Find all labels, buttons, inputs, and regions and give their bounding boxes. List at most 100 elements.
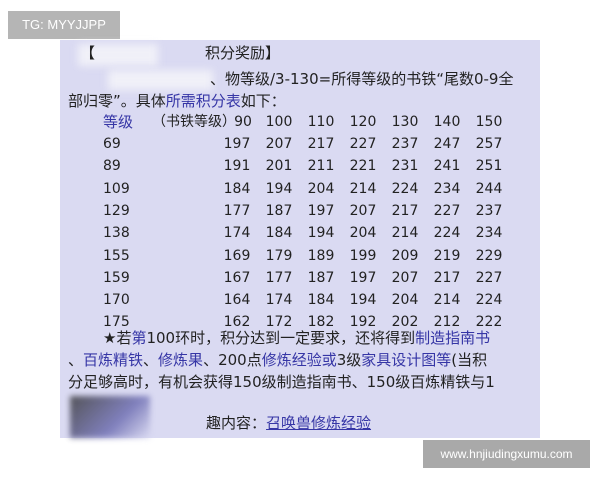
table-cell: 207 <box>265 136 293 152</box>
table-cell: 234 <box>475 225 503 242</box>
text: 部归零”。具体 <box>68 92 166 110</box>
table-cell: 192 <box>349 314 377 331</box>
keyword-link[interactable]: 第 <box>131 329 147 347</box>
table-cell: 174 <box>223 225 251 242</box>
text-line: 部归零”。具体所需积分表如下： <box>68 92 286 110</box>
table-cell: 221 <box>349 158 377 175</box>
related-line: 趣内容：召唤兽修炼经验 <box>206 414 371 432</box>
text: 100环时，积分达到一定要求，还将得到 <box>146 329 416 347</box>
table-cell: 184 <box>223 180 251 197</box>
table-cell: 231 <box>391 158 419 175</box>
table-cell: 197 <box>349 269 377 286</box>
table-cell: 237 <box>391 136 419 152</box>
table-cell: 187 <box>307 269 335 286</box>
guide-image: 【 积分奖励】 、物等级/3-130=所得等级的书铁“尾数0-9全 部归零”。具… <box>60 40 540 438</box>
table-cell: 244 <box>475 180 503 197</box>
table-cell: 172 <box>265 314 293 331</box>
table-cell: 227 <box>475 269 503 286</box>
table-column-header: 130 <box>391 114 419 130</box>
table-cell: 199 <box>349 247 377 264</box>
table-cell: 204 <box>349 225 377 242</box>
note-line: ★若第100环时，积分达到一定要求，还将得到制造指南书 <box>103 329 490 347</box>
table-cell: 214 <box>433 292 461 309</box>
table-cell: 177 <box>265 269 293 286</box>
keyword-link[interactable]: 修炼果 <box>158 351 204 369</box>
table-column-header: 120 <box>349 114 377 130</box>
table-column-header: 110 <box>307 114 335 130</box>
table-cell: 174 <box>265 292 293 309</box>
table-cell: 184 <box>265 225 293 242</box>
table-cell: 197 <box>223 136 251 152</box>
table-column-header: 140 <box>433 114 461 130</box>
table-cell: 229 <box>475 247 503 264</box>
table-cell: 191 <box>223 158 251 175</box>
table-column-header: 100 <box>265 114 293 130</box>
table-cell: 177 <box>223 202 251 219</box>
text: 、 <box>68 351 84 369</box>
table-cell: 247 <box>433 136 461 152</box>
table-cell: 222 <box>475 314 503 331</box>
keyword-link[interactable]: 百炼精铁 <box>83 351 144 369</box>
related-label: 趣内容： <box>206 414 267 432</box>
table-cell: 204 <box>307 180 335 197</box>
table-cell: 184 <box>307 292 335 309</box>
table-cell: 234 <box>433 180 461 197</box>
text-line: 、物等级/3-130=所得等级的书铁“尾数0-9全 <box>210 70 514 88</box>
table-cell: 207 <box>391 269 419 286</box>
blurred-region <box>78 44 158 66</box>
table-row-level: 155 <box>103 247 130 264</box>
table-cell: 187 <box>265 202 293 219</box>
table-row-level: 159 <box>103 269 130 286</box>
table-cell: 169 <box>223 247 251 264</box>
related-link[interactable]: 召唤兽修炼经验 <box>266 414 372 432</box>
table-row-level: 109 <box>103 180 130 197</box>
note-line: 分足够高时，有机会获得150级制造指南书、150级百炼精铁与1 <box>68 373 495 391</box>
table-cell: 224 <box>433 225 461 242</box>
text: 、200点 <box>203 351 262 369</box>
table-cell: 164 <box>223 292 251 309</box>
table-row-level: 170 <box>103 292 130 309</box>
table-cell: 217 <box>433 269 461 286</box>
table-cell: 201 <box>265 158 293 175</box>
keyword-link[interactable]: 家具设计图等 <box>361 351 452 369</box>
keyword-link[interactable]: 制造指南书 <box>415 329 491 347</box>
table-cell: 224 <box>475 292 503 309</box>
table-cell: 212 <box>433 314 461 331</box>
note-line: 、百炼精铁、修炼果、200点修炼经验或3级家具设计图等(当积 <box>68 351 487 369</box>
table-row-level: 175 <box>103 314 130 331</box>
table-cell: 167 <box>223 269 251 286</box>
table-cell: 204 <box>391 292 419 309</box>
text: (当积 <box>451 351 488 369</box>
section-title: 积分奖励】 <box>205 44 281 62</box>
table-cell: 219 <box>433 247 461 264</box>
table-cell: 227 <box>433 202 461 219</box>
table-header-sub: （书铁等级） <box>152 114 236 130</box>
table-row-level: 129 <box>103 202 130 219</box>
table-column-header: 150 <box>475 114 503 130</box>
table-cell: 197 <box>307 202 335 219</box>
table-header-level: 等级 <box>103 113 134 131</box>
text: 、 <box>143 351 159 369</box>
text: 如下： <box>240 92 286 110</box>
table-row-level: 69 <box>103 136 121 152</box>
text: ★若 <box>103 329 132 347</box>
table-cell: 209 <box>391 247 419 264</box>
table-cell: 211 <box>307 158 335 175</box>
table-cell: 207 <box>349 202 377 219</box>
table-cell: 189 <box>307 247 335 264</box>
table-cell: 194 <box>307 225 335 242</box>
keyword-link[interactable]: 修炼经验或 <box>261 351 337 369</box>
blurred-region <box>70 396 150 438</box>
keyword-link[interactable]: 所需积分表 <box>165 92 241 110</box>
table-cell: 251 <box>475 158 503 175</box>
table-cell: 162 <box>223 314 251 331</box>
table-cell: 214 <box>391 225 419 242</box>
source-badge: TG: MYYJJPP <box>8 11 120 39</box>
table-cell: 214 <box>349 180 377 197</box>
text: 3级 <box>336 351 362 369</box>
table-cell: 227 <box>349 136 377 152</box>
table-cell: 179 <box>265 247 293 264</box>
table-cell: 194 <box>265 180 293 197</box>
table-row-level: 138 <box>103 225 130 242</box>
watermark: www.hnjiudingxumu.com <box>423 440 590 468</box>
